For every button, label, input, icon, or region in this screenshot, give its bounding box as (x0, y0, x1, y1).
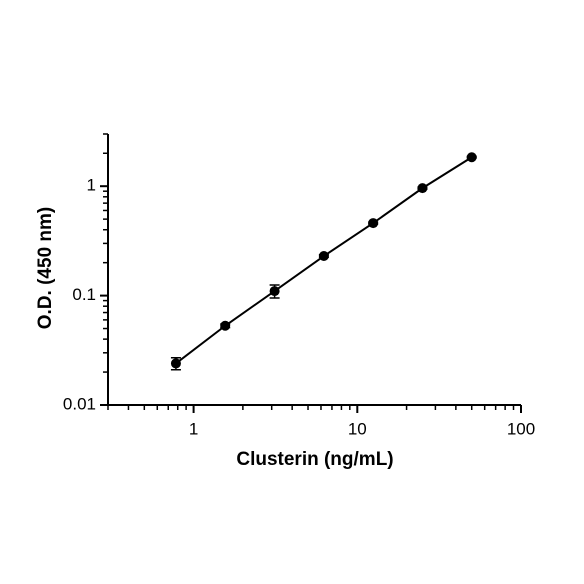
x-tick-label: 10 (348, 419, 367, 438)
x-tick-label: 100 (507, 419, 535, 438)
x-tick-label: 1 (189, 419, 198, 438)
point (417, 183, 428, 194)
point (269, 286, 280, 297)
y-tick-label: 1 (87, 176, 96, 195)
y-tick-label: 0.01 (63, 394, 96, 413)
point (170, 358, 181, 369)
x-axis-title: Clusterin (ng/mL) (236, 449, 393, 470)
point (466, 152, 477, 163)
y-axis-title: O.D. (450 nm) (35, 207, 56, 329)
point (368, 218, 379, 229)
y-tick-label: 0.1 (72, 285, 96, 304)
point (318, 251, 329, 262)
point (220, 320, 231, 331)
